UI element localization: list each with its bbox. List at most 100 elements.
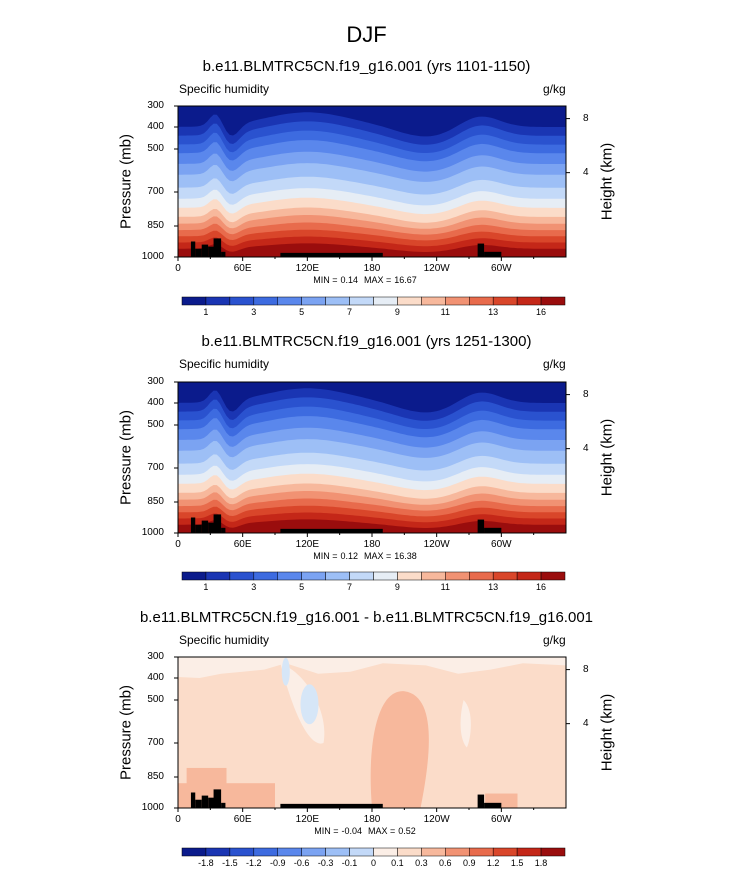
field-band: [178, 657, 566, 678]
ytick-label: 850: [147, 220, 164, 231]
min-label: MIN =: [313, 275, 338, 285]
colorbar-label: 11: [440, 582, 450, 592]
ytick-label: 300: [147, 376, 164, 387]
colorbar-swatch: [253, 296, 278, 306]
ytick-label: 700: [147, 186, 164, 197]
xtick-label: 180: [363, 263, 381, 274]
panel-1-field: [178, 106, 566, 257]
colorbar-label: 0.1: [391, 858, 404, 868]
colorbar-swatch: [349, 296, 374, 306]
ytick-label: 1000: [141, 251, 164, 262]
max-label: MAX =: [367, 826, 396, 836]
colorbar-label: 3: [251, 307, 257, 317]
xtick-label: 60W: [491, 263, 512, 274]
min-label: MIN =: [313, 551, 338, 561]
topography-mask: [280, 803, 383, 808]
xtick-label: 60E: [233, 539, 252, 550]
topography-mask: [190, 241, 196, 257]
colorbar-label: 13: [488, 582, 499, 592]
colorbar-swatch: [516, 571, 542, 581]
topography-mask: [213, 238, 222, 257]
y2tick-label: 4: [583, 717, 589, 729]
colorbar-swatch: [421, 296, 446, 306]
panel-2-field: [178, 382, 566, 533]
xtick-label: 60W: [491, 814, 512, 825]
colorbar-label: 7: [347, 307, 353, 317]
xtick-label: 120E: [295, 539, 319, 550]
colorbar-label: 16: [536, 582, 547, 592]
xtick-label: 60E: [233, 263, 252, 274]
colorbar-swatch: [445, 296, 470, 306]
colorbar-label: -0.1: [341, 858, 358, 868]
colorbar-label: 1: [203, 307, 209, 317]
panel-3-field: [178, 657, 566, 808]
variable-label: Specific humidity: [179, 82, 270, 96]
colorbar-swatch: [397, 571, 422, 581]
colorbar-swatch: [301, 296, 326, 306]
colorbar-swatch: [373, 847, 398, 857]
max-value: 0.52: [398, 826, 416, 836]
min-max-label: MIN = -0.04 MAX = 0.52: [0, 826, 733, 836]
colorbar-swatch: [349, 571, 374, 581]
colorbar-swatch: [421, 571, 446, 581]
colorbar-label: 9: [394, 307, 400, 317]
topography-mask: [484, 802, 502, 808]
topography-mask: [190, 792, 196, 808]
ytick-label: 850: [147, 771, 164, 782]
colorbar-label: -0.9: [269, 858, 286, 868]
variable-label: Specific humidity: [179, 357, 270, 371]
min-max-label: MIN = 0.14 MAX = 16.67: [0, 275, 733, 285]
topography-mask: [221, 527, 226, 533]
colorbar-swatch: [325, 571, 350, 581]
max-value: 16.67: [394, 275, 417, 285]
panel-title: b.e11.BLMTRC5CN.f19_g16.001 (yrs 1251-13…: [201, 333, 532, 350]
xtick-label: 0: [175, 539, 181, 550]
ytick-label: 700: [147, 737, 164, 748]
colorbar-swatch: [540, 296, 566, 306]
colorbar-swatch: [253, 847, 278, 857]
colorbar-swatch: [445, 571, 470, 581]
ytick-label: 300: [147, 651, 164, 662]
figure-title: DJF: [346, 22, 387, 47]
panel-title: b.e11.BLMTRC5CN.f19_g16.001 - b.e11.BLMT…: [139, 609, 594, 626]
colorbar-swatch: [445, 847, 470, 857]
colorbar-swatch: [373, 296, 398, 306]
colorbar-swatch: [205, 847, 231, 857]
xtick-label: 0: [175, 263, 181, 274]
max-value: 16.38: [394, 551, 417, 561]
ytick-label: 850: [147, 496, 164, 507]
topography-mask: [477, 243, 485, 257]
ytick-label: 500: [147, 419, 164, 430]
colorbar-swatch: [492, 296, 518, 306]
units-label: g/kg: [543, 357, 566, 371]
colorbar-swatch: [229, 571, 255, 581]
colorbar-swatch: [253, 571, 278, 581]
colorbar-swatch: [277, 296, 302, 306]
topography-mask: [484, 251, 502, 257]
colorbar-swatch: [229, 296, 255, 306]
topography-mask: [280, 252, 383, 257]
colorbar-swatch: [492, 571, 518, 581]
colorbar-label: 1.5: [510, 858, 524, 868]
topography-mask: [208, 522, 216, 533]
colorbar-label: 0: [370, 858, 376, 868]
colorbar-swatch: [540, 571, 566, 581]
field-band: [460, 700, 471, 748]
colorbar-label: 1.2: [486, 858, 500, 868]
y2tick-label: 8: [583, 663, 589, 675]
ytick-label: 500: [147, 694, 164, 705]
colorbar-label: -1.5: [222, 858, 238, 868]
colorbar-swatch: [516, 847, 542, 857]
colorbar-swatch: [540, 847, 566, 857]
ytick-label: 1000: [141, 527, 164, 538]
colorbar-swatch: [373, 571, 398, 581]
topography-mask: [201, 520, 209, 533]
colorbar-label: 9: [394, 582, 400, 592]
topography-mask: [195, 799, 202, 808]
field-band: [370, 691, 429, 808]
ytick-label: 1000: [141, 802, 164, 813]
colorbar-swatch: [492, 847, 518, 857]
colorbar-label: 1: [203, 582, 209, 592]
topography-mask: [221, 251, 226, 257]
